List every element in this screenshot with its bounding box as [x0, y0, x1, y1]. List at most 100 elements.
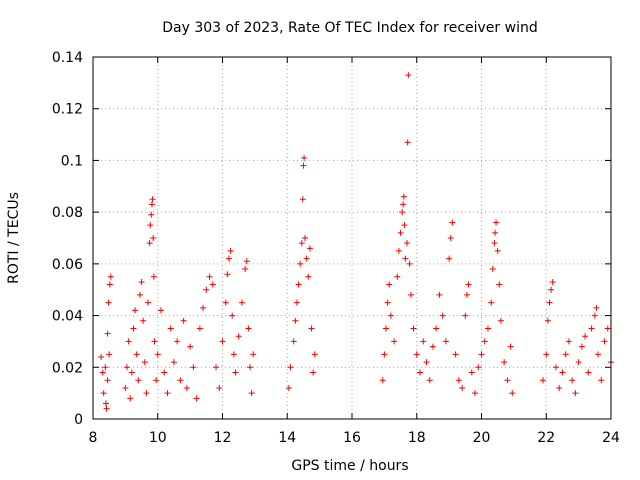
data-point — [484, 325, 491, 332]
data-point — [565, 338, 572, 345]
data-point — [154, 351, 161, 358]
y-tick-label: 0 — [74, 412, 83, 428]
data-point — [569, 377, 576, 384]
data-point — [247, 364, 254, 371]
data-point — [540, 377, 547, 384]
data-point — [140, 317, 147, 324]
data-point — [420, 338, 427, 345]
data-point — [148, 211, 155, 218]
data-point — [107, 273, 114, 280]
data-point — [292, 317, 299, 324]
data-point — [391, 338, 398, 345]
data-points — [98, 72, 614, 412]
data-point — [455, 377, 462, 384]
data-point — [104, 377, 111, 384]
data-point — [305, 273, 312, 280]
data-point — [465, 281, 472, 288]
data-point — [552, 364, 559, 371]
chart-title: Day 303 of 2023, Rate Of TEC Index for r… — [162, 20, 537, 36]
data-point — [308, 325, 315, 332]
data-point — [287, 364, 294, 371]
data-point — [250, 351, 257, 358]
y-tick-label: 0.02 — [52, 360, 83, 376]
x-tick-label: 22 — [537, 430, 555, 446]
data-point — [462, 312, 469, 319]
data-point — [401, 222, 408, 229]
data-point — [481, 338, 488, 345]
data-point — [446, 255, 453, 262]
data-point — [106, 281, 113, 288]
data-point — [475, 364, 482, 371]
data-point — [379, 377, 386, 384]
data-point — [572, 390, 579, 397]
data-point — [301, 154, 308, 161]
data-point — [102, 364, 109, 371]
data-point — [222, 299, 229, 306]
data-point — [404, 139, 411, 146]
y-axis-label: ROTI / TECUs — [6, 192, 22, 284]
data-point — [135, 377, 142, 384]
data-point — [302, 235, 309, 241]
data-point — [472, 390, 479, 397]
data-point — [386, 281, 393, 288]
data-point — [170, 359, 177, 366]
data-point — [245, 325, 252, 332]
data-point — [190, 364, 197, 371]
data-point — [591, 312, 598, 319]
data-point — [497, 317, 504, 324]
data-point — [402, 255, 409, 262]
data-point — [285, 384, 292, 391]
data-point — [382, 325, 389, 332]
data-point — [447, 235, 454, 241]
data-point — [127, 395, 134, 402]
y-tick-label: 0.08 — [52, 205, 83, 221]
x-tick-label: 16 — [343, 430, 361, 446]
data-point — [219, 338, 226, 345]
data-point — [381, 351, 388, 358]
data-point — [492, 229, 499, 236]
data-point — [394, 273, 401, 280]
data-point — [509, 390, 516, 397]
data-point — [449, 219, 456, 226]
data-point — [200, 304, 207, 311]
data-point — [436, 291, 443, 298]
data-point — [150, 235, 157, 241]
data-point — [410, 325, 417, 332]
data-point — [595, 351, 602, 358]
x-tick-label: 10 — [149, 430, 167, 446]
data-point — [103, 405, 110, 412]
data-point — [295, 281, 302, 288]
data-point — [491, 240, 498, 247]
data-point — [164, 390, 171, 397]
y-tick-label: 0.04 — [52, 309, 83, 325]
data-point — [593, 304, 600, 311]
data-point — [575, 359, 582, 366]
grid — [93, 57, 611, 419]
data-point — [416, 369, 423, 376]
data-point — [439, 312, 446, 319]
x-axis-label: GPS time / hours — [291, 458, 408, 474]
data-point — [177, 377, 184, 384]
data-point — [149, 196, 156, 203]
data-point — [206, 273, 213, 280]
data-point — [298, 240, 305, 247]
data-point — [604, 325, 611, 332]
data-point — [442, 338, 449, 345]
data-point — [562, 351, 569, 358]
data-point — [578, 343, 585, 350]
data-point — [147, 222, 154, 229]
axis-ticks: 8 10 12 14 16 18 20 22 24 0 0.02 0.04 0.06 0.08 0.1 0.1… — [52, 50, 620, 446]
x-tick-label: 24 — [602, 430, 620, 446]
data-point — [426, 377, 433, 384]
data-point — [132, 307, 139, 314]
data-point — [196, 325, 203, 332]
data-point — [193, 395, 200, 402]
data-point — [133, 351, 140, 358]
data-point — [598, 377, 605, 384]
data-point — [405, 72, 412, 79]
data-point — [125, 338, 132, 345]
data-point — [452, 351, 459, 358]
data-point — [141, 359, 148, 366]
data-point — [395, 247, 402, 254]
